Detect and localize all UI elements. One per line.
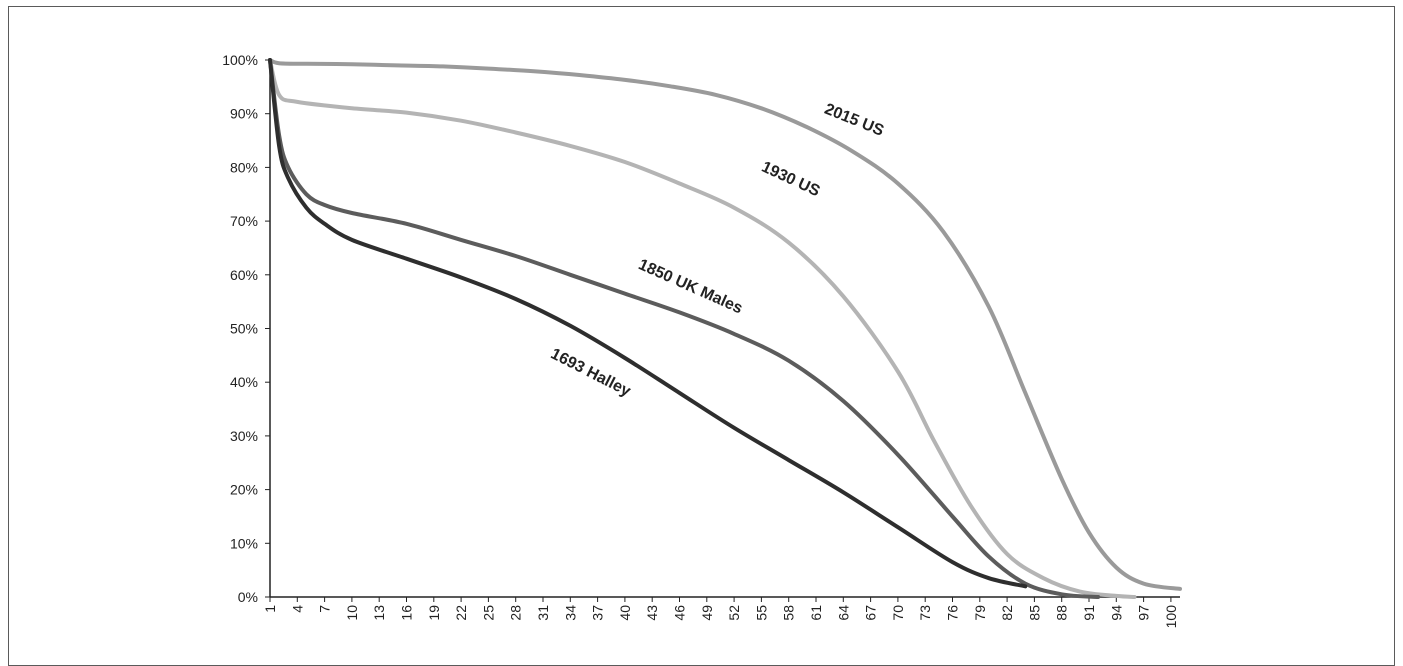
series-line-1930-us <box>268 58 1137 599</box>
x-tick-label: 46 <box>672 605 688 621</box>
x-tick-label: 64 <box>835 605 851 621</box>
x-tick-label: 94 <box>1108 605 1124 621</box>
x-tick-label: 37 <box>590 605 606 621</box>
series-lines <box>268 58 1182 599</box>
y-axis: 0% 10% 20% 30% 40% 50% 60% 70% 80% 90% 100% <box>222 52 271 605</box>
x-tick-label: 13 <box>371 605 387 621</box>
y-tick-label: 10% <box>230 535 258 551</box>
chart-frame <box>8 6 1395 666</box>
x-tick-label: 97 <box>1136 605 1152 621</box>
x-tick-label: 79 <box>972 605 988 621</box>
x-tick-label: 55 <box>753 605 769 621</box>
series-label-1930-us: 1930 US <box>759 159 823 201</box>
y-tick-label: 40% <box>230 374 258 390</box>
x-tick-label: 67 <box>863 605 879 621</box>
x-tick-label: 43 <box>644 605 660 621</box>
x-tick-label: 22 <box>453 605 469 621</box>
x-tick-label: 52 <box>726 605 742 621</box>
x-tick-label: 16 <box>399 605 415 621</box>
x-tick-label: 85 <box>1026 605 1042 621</box>
x-tick-label: 73 <box>917 605 933 621</box>
series-line-1693-halley <box>268 58 1028 589</box>
x-tick-label: 7 <box>317 605 333 613</box>
x-tick-label: 100 <box>1163 605 1179 629</box>
x-tick-label: 61 <box>808 605 824 621</box>
y-tick-label: 30% <box>230 428 258 444</box>
y-tick-label: 70% <box>230 213 258 229</box>
x-tick-label: 28 <box>508 605 524 621</box>
x-tick-label: 88 <box>1054 605 1070 621</box>
series-label-1850-uk-males: 1850 UK Males <box>636 256 745 317</box>
x-tick-label: 70 <box>890 605 906 621</box>
x-tick-label: 49 <box>699 605 715 621</box>
x-tick-label: 58 <box>781 605 797 621</box>
x-tick-label: 40 <box>617 605 633 621</box>
y-tick-label: 90% <box>230 106 258 122</box>
y-tick-label: 20% <box>230 482 258 498</box>
y-tick-label: 100% <box>222 52 258 68</box>
x-tick-label: 10 <box>344 605 360 621</box>
series-line-1850-uk-males <box>268 58 1101 599</box>
y-tick-label: 80% <box>230 159 258 175</box>
x-tick-label: 31 <box>535 605 551 621</box>
x-tick-label: 1 <box>262 605 278 613</box>
x-tick-label: 82 <box>999 605 1015 621</box>
x-axis: 1 4 7 10 13 16 19 22 25 28 31 34 37 40 43 46 49 52 55 58 61 6… <box>262 596 1180 629</box>
y-tick-label: 0% <box>238 589 258 605</box>
x-tick-label: 4 <box>289 605 305 613</box>
y-tick-label: 50% <box>230 321 258 337</box>
x-tick-label: 19 <box>426 605 442 621</box>
series-label-2015-us: 2015 US <box>822 101 886 140</box>
x-tick-label: 34 <box>562 605 578 621</box>
x-tick-label: 76 <box>945 605 961 621</box>
x-tick-label: 25 <box>480 605 496 621</box>
y-tick-label: 60% <box>230 267 258 283</box>
survival-curves-chart: 0%10%20%30%40%50%60%70%80%90%100% 1 4 7 10 1… <box>222 52 1182 629</box>
x-tick-label: 91 <box>1081 605 1097 621</box>
series-line-2015-us <box>268 58 1182 591</box>
